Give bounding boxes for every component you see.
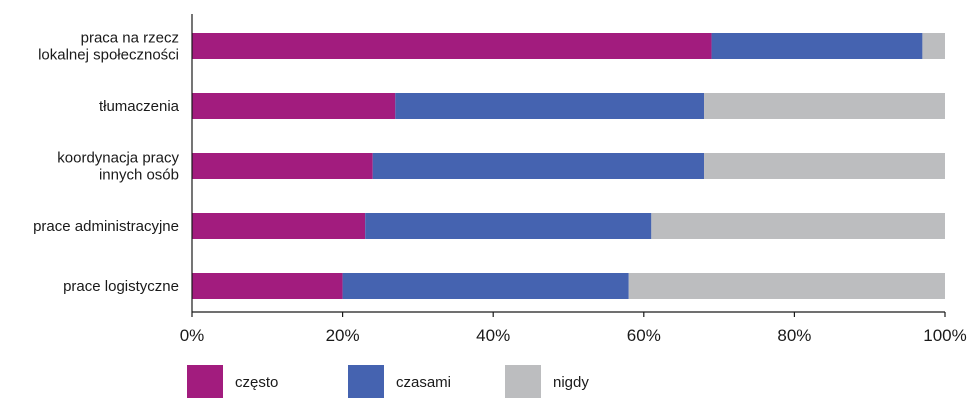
legend-label-często: często [235, 374, 278, 391]
bar-segment-często-4 [192, 273, 343, 299]
legend-swatch-często [187, 365, 223, 398]
category-label-line: innych osób [99, 167, 179, 184]
category-label-line: prace logistyczne [63, 278, 179, 295]
bar-segment-czasami-1 [395, 93, 705, 119]
x-tick-label: 40% [476, 326, 510, 345]
category-label-line: lokalnej społeczności [38, 47, 179, 64]
bar-segment-często-0 [192, 33, 712, 59]
bar-segment-czasami-2 [372, 153, 705, 179]
bars-layer [192, 33, 945, 299]
category-label: koordynacja pracy innych osób [57, 150, 179, 184]
bar-segment-nigdy-3 [651, 213, 945, 239]
bar-segment-nigdy-4 [628, 273, 945, 299]
x-tick-labels: 0% 20% 40% 60% 80% 100% [180, 326, 967, 345]
category-label-line: prace administracyjne [33, 218, 179, 235]
legend-label-nigdy: nigdy [553, 374, 589, 391]
category-label-line: tłumaczenia [99, 98, 180, 115]
bar-segment-czasami-4 [342, 273, 629, 299]
category-labels: praca na rzecz lokalnej społeczności tłuma… [33, 30, 180, 296]
bar-segment-nigdy-2 [704, 153, 945, 179]
category-label-line: praca na rzecz [81, 30, 179, 47]
legend: często czasami nigdy [187, 365, 589, 398]
bar-segment-czasami-3 [365, 213, 652, 239]
category-label: praca na rzecz lokalnej społeczności [38, 30, 179, 64]
category-label-line: koordynacja pracy [57, 150, 179, 167]
category-label: prace logistyczne [63, 278, 179, 295]
bar-segment-czasami-0 [711, 33, 923, 59]
bar-segment-nigdy-1 [704, 93, 945, 119]
category-label: tłumaczenia [99, 98, 180, 115]
axes-layer [191, 14, 946, 317]
x-tick-label: 80% [777, 326, 811, 345]
bar-segment-często-3 [192, 213, 366, 239]
bar-segment-często-1 [192, 93, 396, 119]
category-label: prace administracyjne [33, 218, 179, 235]
x-tick-label: 0% [180, 326, 205, 345]
legend-swatch-czasami [348, 365, 384, 398]
x-tick-label: 100% [923, 326, 966, 345]
x-tick-label: 20% [326, 326, 360, 345]
bar-segment-nigdy-0 [922, 33, 945, 59]
legend-label-czasami: czasami [396, 374, 451, 391]
bar-segment-często-2 [192, 153, 373, 179]
legend-swatch-nigdy [505, 365, 541, 398]
x-tick-label: 60% [627, 326, 661, 345]
